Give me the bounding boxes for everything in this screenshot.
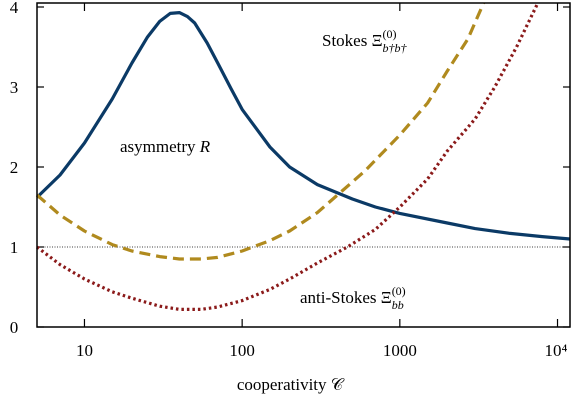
annotation: Stokes Ξ(0) b†b† — [322, 27, 408, 55]
x-tick-label: 10⁴ — [545, 341, 568, 360]
x-tick-label: 1000 — [383, 341, 417, 360]
annotation: anti-Stokes Ξ(0) bb — [300, 284, 406, 312]
x-axis-label: cooperativity 𝒞 — [237, 375, 345, 394]
annotation: asymmetry R — [120, 137, 211, 156]
y-tick-label: 1 — [10, 238, 19, 257]
annotation-var: R — [199, 137, 211, 156]
series-line — [35, 2, 486, 261]
y-tick-label: 4 — [10, 0, 19, 17]
series-line — [36, 2, 540, 311]
x-tick-label: 10 — [76, 341, 93, 360]
annotation-text: asymmetry — [120, 137, 200, 156]
annotation-sup: (0) — [392, 284, 406, 298]
y-tick-label: 0 — [10, 318, 19, 337]
y-tick-label: 3 — [10, 78, 19, 97]
annotation-text: anti-Stokes Ξ — [300, 288, 392, 307]
annotation-sub: b†b† — [383, 41, 408, 55]
annotation-sub: bb — [392, 298, 404, 312]
y-tick-label: 2 — [10, 158, 19, 177]
annotation-sup: (0) — [383, 27, 397, 41]
series-line — [35, 11, 571, 241]
x-tick-label: 100 — [229, 341, 255, 360]
annotation-text: Stokes Ξ — [322, 31, 383, 50]
plot-frame — [36, 2, 571, 328]
